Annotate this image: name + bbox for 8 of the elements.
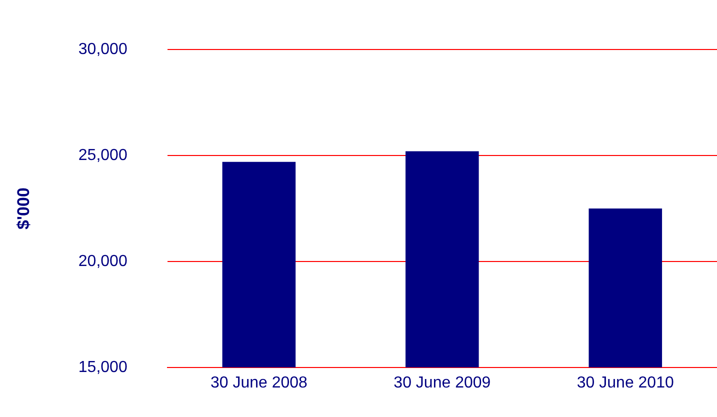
y-tick-label: 30,000 — [78, 41, 128, 58]
y-tick-label: 20,000 — [78, 252, 128, 270]
x-tick-label: 30 June 2008 — [210, 374, 308, 392]
y-tick-label: 25,000 — [78, 146, 128, 164]
y-axis-title: $'000 — [14, 188, 33, 230]
x-tick-label: 30 June 2010 — [576, 374, 674, 392]
y-tick-label: 15,000 — [78, 358, 128, 376]
x-tick-label: 30 June 2009 — [394, 374, 491, 392]
